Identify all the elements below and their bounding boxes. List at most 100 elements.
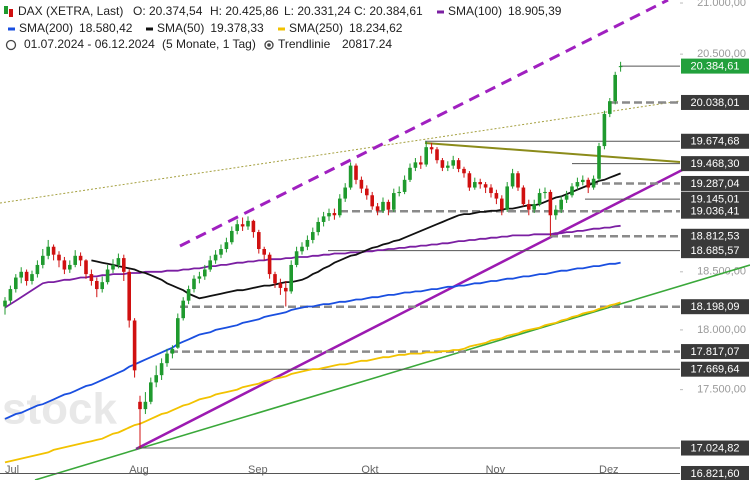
candle-body	[473, 182, 477, 188]
instrument: DAX (XETRA, Last)	[18, 4, 123, 18]
level-label-box	[681, 344, 749, 360]
candle-body	[224, 242, 229, 250]
y-tick-label: 21.000,00	[697, 0, 746, 9]
level-label-box	[681, 156, 749, 172]
candle-body	[424, 147, 428, 165]
candle-body	[440, 160, 445, 168]
candle-body	[30, 274, 34, 281]
candle-body	[359, 179, 364, 189]
candle-body	[105, 269, 110, 283]
candle-body	[543, 191, 547, 194]
candle-body	[68, 264, 72, 270]
level-label: 18.198,09	[691, 301, 740, 313]
y-tick-label: 18.500,00	[697, 266, 746, 278]
candle-body	[446, 165, 450, 168]
level-label-box	[681, 94, 749, 110]
candle-body	[208, 260, 212, 270]
candle-body	[559, 199, 563, 210]
x-tick-label: Dez	[599, 464, 619, 476]
candle-body	[278, 283, 283, 288]
candle-body	[95, 280, 99, 290]
candle-body	[348, 165, 353, 188]
candle-body	[521, 187, 526, 205]
candle-body	[343, 187, 347, 199]
candle-body	[57, 254, 61, 261]
candle-body	[219, 249, 223, 255]
candle-body	[127, 271, 131, 321]
candle-body	[186, 289, 191, 301]
candle-body	[3, 300, 7, 307]
candle-body	[575, 182, 580, 187]
candle-body	[51, 246, 56, 255]
x-tick-label: Sep	[248, 464, 268, 476]
candle-body	[149, 382, 153, 402]
candle-body	[192, 278, 196, 290]
candle-body	[381, 201, 385, 211]
level-label-box	[681, 361, 749, 377]
candle-body	[613, 74, 617, 102]
candle-body	[483, 184, 488, 188]
level-label: 17.669,64	[691, 364, 740, 376]
icon	[4, 6, 8, 14]
close-label: C: 20.384,61	[354, 4, 423, 18]
trendline	[424, 142, 681, 163]
legend-name: SMA(100)	[448, 4, 502, 18]
level-label: 20.384,61	[691, 61, 740, 73]
high-label: H: 20.425,86	[210, 4, 279, 18]
level-label-box	[681, 203, 749, 219]
x-tick-label: Jul	[5, 464, 19, 476]
level-label-box	[681, 465, 749, 480]
sma-line	[4, 261, 621, 420]
sma-line	[91, 172, 621, 300]
candle-body	[197, 276, 202, 279]
candle-body	[386, 201, 391, 210]
candle-body	[586, 179, 590, 188]
legend-value: 18.905,39	[508, 4, 562, 18]
candle-body	[332, 213, 337, 216]
x-tick-label: Okt	[361, 464, 378, 476]
candle-body	[370, 195, 374, 207]
candle-body	[327, 213, 331, 217]
level-label-box	[681, 133, 749, 149]
icon	[264, 40, 274, 50]
candle-body	[116, 258, 121, 265]
open-label: O: 20.374,54	[133, 4, 203, 18]
legend-name: SMA(200)	[19, 21, 73, 35]
candle-body	[354, 165, 358, 180]
candle-body	[62, 260, 67, 270]
low-label: L: 20.331,24	[284, 4, 351, 18]
candle-body	[73, 255, 77, 265]
candle-body	[240, 224, 245, 227]
candle-body	[305, 239, 310, 247]
level-label: 17.817,07	[691, 346, 740, 358]
candle-body	[176, 318, 180, 348]
candle-body	[392, 193, 396, 210]
candle-body	[213, 254, 218, 261]
candle-body	[597, 146, 601, 179]
candle-body	[246, 220, 250, 227]
icon	[9, 9, 13, 17]
level-label-box	[681, 58, 749, 74]
candle-body	[181, 300, 185, 319]
level-label: 19.287,04	[691, 178, 740, 190]
candle-body	[554, 209, 558, 216]
candle-body	[419, 162, 423, 165]
trendline	[0, 100, 681, 204]
candle-body	[165, 353, 169, 364]
candle-body	[505, 186, 509, 210]
candle-body	[8, 289, 13, 301]
candle-body	[500, 198, 504, 210]
level-label-box	[681, 175, 749, 191]
candle-body	[24, 271, 29, 281]
trendline	[179, 0, 669, 248]
candle-body	[159, 363, 164, 376]
candle-body	[89, 274, 94, 281]
level-label-box	[681, 191, 749, 207]
candle-body	[591, 178, 596, 188]
x-tick-label: Aug	[129, 464, 149, 476]
candle-body	[273, 274, 277, 284]
candle-body	[41, 255, 45, 265]
candle-body	[111, 264, 115, 270]
candle-body	[564, 195, 569, 200]
